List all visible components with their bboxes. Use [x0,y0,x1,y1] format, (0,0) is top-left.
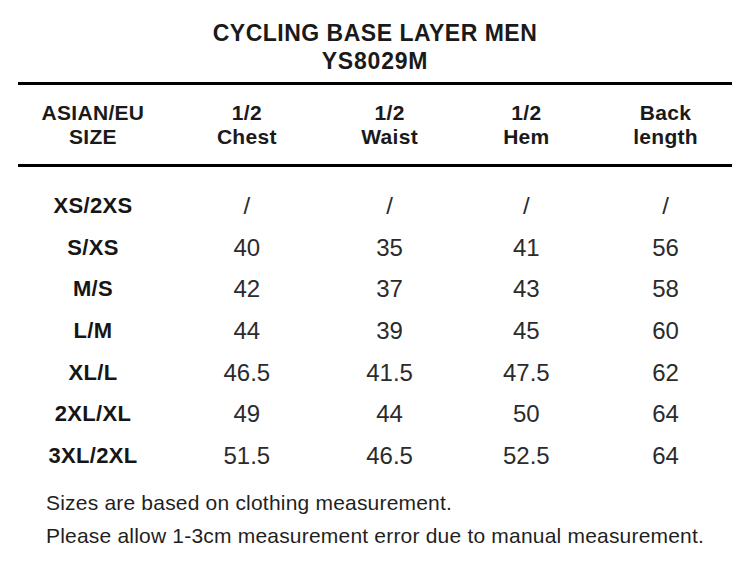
column-header-line: Hem [454,125,600,149]
measurement-cell: 39 [326,317,454,345]
measurement-cell: 37 [326,275,454,303]
measurement-cell: 35 [326,234,454,262]
product-title: CYCLING BASE LAYER MEN [0,0,750,47]
size-cell: M/S [18,276,168,302]
column-header-line: 1/2 [168,101,326,125]
measurement-cell: 46.5 [326,442,454,470]
column-header-line: Waist [326,125,454,149]
table-row: 2XL/XL49445064 [18,393,732,435]
table-row: L/M44394560 [18,310,732,352]
table-row: M/S42374358 [18,268,732,310]
note-line: Sizes are based on clothing measurement. [46,486,704,519]
measurement-cell: 52.5 [454,442,600,470]
measurement-cell: 51.5 [168,442,326,470]
measurement-cell: / [454,192,600,220]
product-code: YS8029M [0,47,750,75]
size-chart-sheet: CYCLING BASE LAYER MEN YS8029M ASIAN/EU … [0,0,750,581]
column-header-hem: 1/2 Hem [454,101,600,149]
column-header-line: Back [599,101,732,125]
column-header-line: ASIAN/EU [18,101,168,125]
measurement-cell: 47.5 [454,359,600,387]
column-header-back-length: Back length [599,101,732,149]
measurement-cell: 41 [454,234,600,262]
measurement-cell: 44 [326,400,454,428]
size-cell: XS/2XS [18,193,168,219]
column-header-line: length [599,125,732,149]
column-header-line: Chest [168,125,326,149]
size-cell: XL/L [18,360,168,386]
measurement-cell: 40 [168,234,326,262]
measurement-cell: 64 [599,400,732,428]
measurement-cell: 44 [168,317,326,345]
size-table: ASIAN/EU SIZE 1/2 Chest 1/2 Waist 1/2 He… [18,82,732,477]
size-cell: S/XS [18,235,168,261]
size-cell: L/M [18,318,168,344]
measurement-cell: 49 [168,400,326,428]
size-cell: 3XL/2XL [18,443,168,469]
measurement-cell: 62 [599,359,732,387]
measurement-cell: 64 [599,442,732,470]
measurement-cell: 58 [599,275,732,303]
measurement-cell: 42 [168,275,326,303]
notes: Sizes are based on clothing measurement.… [46,486,704,552]
table-row: 3XL/2XL51.546.552.564 [18,435,732,477]
chart-header: CYCLING BASE LAYER MEN YS8029M [0,0,750,75]
column-header-line: 1/2 [454,101,600,125]
column-header-line: SIZE [18,125,168,149]
measurement-cell: 60 [599,317,732,345]
measurement-cell: / [599,192,732,220]
measurement-cell: 46.5 [168,359,326,387]
measurement-cell: / [326,192,454,220]
measurement-cell: 41.5 [326,359,454,387]
column-header-chest: 1/2 Chest [168,101,326,149]
column-header-waist: 1/2 Waist [326,101,454,149]
column-header-line: 1/2 [326,101,454,125]
table-row: XS/2XS//// [18,185,732,227]
table-body: XS/2XS////S/XS40354156M/S42374358L/M4439… [18,167,732,477]
note-line: Please allow 1-3cm measurement error due… [46,519,704,552]
measurement-cell: 56 [599,234,732,262]
table-header-row: ASIAN/EU SIZE 1/2 Chest 1/2 Waist 1/2 He… [18,82,732,167]
table-row: S/XS40354156 [18,227,732,269]
column-header-size: ASIAN/EU SIZE [18,101,168,149]
measurement-cell: 50 [454,400,600,428]
measurement-cell: 45 [454,317,600,345]
measurement-cell: / [168,192,326,220]
table-row: XL/L46.541.547.562 [18,352,732,394]
size-cell: 2XL/XL [18,401,168,427]
measurement-cell: 43 [454,275,600,303]
